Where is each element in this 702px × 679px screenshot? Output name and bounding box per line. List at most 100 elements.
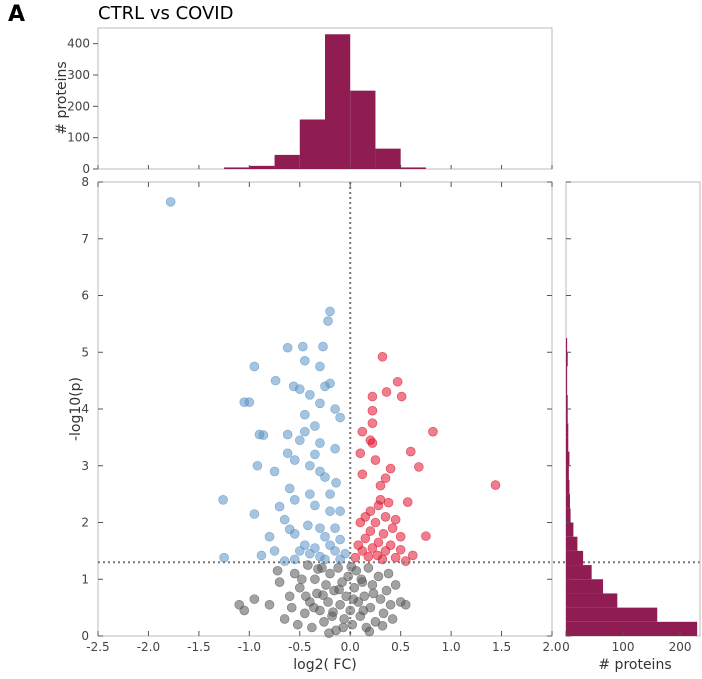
volcano-point-ns xyxy=(364,626,375,637)
right-hist-bar xyxy=(566,579,604,594)
volcano-point-down xyxy=(274,501,285,512)
panel-letter: A xyxy=(8,2,26,27)
volcano-point-down xyxy=(218,494,228,505)
volcano-point-ns xyxy=(294,582,305,593)
volcano-point-up xyxy=(381,387,392,397)
volcano-point-down xyxy=(323,316,333,326)
volcano-point-up xyxy=(428,426,438,437)
volcano-plot: -2.5 -2.0 -1.5 -1.0 -0.5 0.0 0.5 1.0 1.5 2.0 0 1 2 3… xyxy=(68,175,700,673)
volcano-point-down xyxy=(315,523,325,533)
right-hist-bar xyxy=(566,366,568,381)
volcano-point-down xyxy=(318,341,328,352)
volcano-point-ns xyxy=(335,599,345,610)
right-hist-bar xyxy=(566,437,569,452)
right-hist-bar xyxy=(566,352,568,367)
volcano-point-down xyxy=(325,306,335,317)
volcano-point-ns xyxy=(264,599,275,610)
volcano-point-ns xyxy=(390,580,401,590)
volcano-point-ns xyxy=(387,614,398,624)
volcano-point-down xyxy=(320,531,330,542)
volcano-point-down xyxy=(320,381,330,392)
volcano-point-ns xyxy=(345,605,356,616)
volcano-point-ns xyxy=(333,563,343,573)
volcano-point-ns xyxy=(274,577,285,587)
volcano-point-down xyxy=(244,397,255,407)
volcano-point-up xyxy=(400,556,411,566)
volcano-point-down xyxy=(305,390,315,400)
volcano-point-down xyxy=(315,438,325,448)
volcano-point-up xyxy=(390,552,401,563)
volcano-point-down xyxy=(315,398,325,409)
top-hist-ytick-label: 0 xyxy=(82,162,90,176)
volcano-point-ns xyxy=(279,614,290,624)
volcano-point-ns xyxy=(348,594,359,604)
volcano-point-ns xyxy=(318,590,328,600)
volcano-point-ns xyxy=(324,628,334,638)
volcano-point-down xyxy=(325,506,335,516)
volcano-point-ns xyxy=(292,619,303,630)
right-hist-bar xyxy=(566,479,570,495)
volcano-point-up xyxy=(350,552,361,563)
volcano-point-ns xyxy=(334,584,344,595)
top-hist-bar xyxy=(224,167,250,169)
volcano-point-up xyxy=(373,500,384,511)
volcano-xtick-label: -0.5 xyxy=(288,640,311,654)
volcano-point-down xyxy=(279,556,290,566)
volcano-point-up xyxy=(414,462,424,472)
top-hist-ytick-label: 200 xyxy=(67,99,90,113)
volcano-point-up xyxy=(367,438,378,448)
volcano-point-ns xyxy=(359,591,370,602)
volcano-point-down xyxy=(310,500,320,511)
volcano-point-ns xyxy=(286,602,297,613)
right-hist-bar xyxy=(566,536,578,551)
volcano-point-ns xyxy=(325,568,335,579)
volcano-point-down xyxy=(249,361,260,372)
volcano-point-down xyxy=(335,534,345,545)
top-hist-ytick-label: 300 xyxy=(67,68,90,82)
volcano-xtick-label: 1.5 xyxy=(492,640,511,654)
right-hist-bar xyxy=(566,465,569,480)
volcano-point-down xyxy=(252,460,263,471)
volcano-point-down xyxy=(258,430,269,440)
volcano-point-up xyxy=(402,497,413,507)
volcano-point-down xyxy=(330,523,340,533)
volcano-point-ns xyxy=(347,619,358,630)
volcano-point-down xyxy=(219,552,229,563)
volcano-point-down xyxy=(294,435,305,446)
volcano-point-ns xyxy=(296,574,307,585)
volcano-point-down xyxy=(300,355,310,366)
volcano-point-up xyxy=(357,546,368,556)
volcano-point-ns xyxy=(385,599,396,610)
volcano-point-ns xyxy=(358,605,369,616)
right-hist-bar xyxy=(566,451,570,466)
volcano-point-up xyxy=(380,512,391,522)
volcano-ytick-label: 7 xyxy=(81,232,89,246)
volcano-xtick-label: 0.0 xyxy=(341,640,360,654)
volcano-point-up xyxy=(355,517,366,528)
volcano-point-down xyxy=(310,421,320,431)
right-hist-bar xyxy=(566,338,568,353)
volcano-point-up xyxy=(357,469,368,480)
volcano-point-ns xyxy=(375,594,386,604)
volcano-point-down xyxy=(165,197,176,207)
right-hist-bar xyxy=(566,522,574,537)
volcano-point-down xyxy=(325,489,335,499)
top-hist-ylabel: # proteins xyxy=(54,61,70,134)
volcano-point-down xyxy=(300,426,310,437)
volcano-point-down xyxy=(320,472,330,482)
right-hist-xtick-label: 200 xyxy=(669,640,692,654)
volcano-point-up xyxy=(365,526,376,536)
volcano-point-up xyxy=(395,531,406,542)
volcano-point-down xyxy=(294,546,305,556)
right-hist-xtick-label: 100 xyxy=(612,640,635,654)
volcano-point-ns xyxy=(319,617,329,627)
top-histogram: 0 100 200 300 400 # proteins xyxy=(54,27,553,176)
volcano-point-up xyxy=(363,551,374,562)
volcano-point-down xyxy=(284,483,295,494)
volcano-point-ns xyxy=(378,608,389,619)
volcano-xlabel: log2( FC) xyxy=(293,657,356,673)
volcano-point-up xyxy=(375,480,386,491)
volcano-xtick-label: -2.5 xyxy=(86,640,109,654)
volcano-point-ns xyxy=(307,622,317,633)
